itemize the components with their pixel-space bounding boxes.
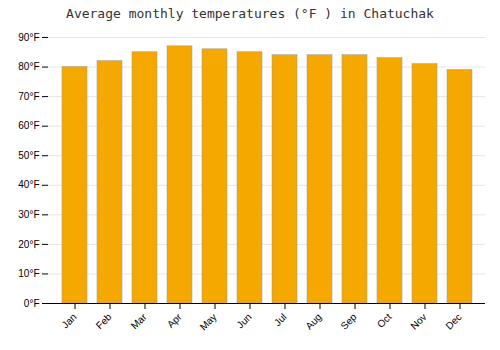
svg-text:Mar: Mar xyxy=(129,311,149,331)
svg-text:50°F: 50°F xyxy=(18,150,39,161)
svg-text:30°F: 30°F xyxy=(18,209,39,220)
svg-text:Jan: Jan xyxy=(59,311,78,330)
svg-text:Sep: Sep xyxy=(338,311,359,332)
svg-text:20°F: 20°F xyxy=(18,239,39,250)
svg-text:May: May xyxy=(198,311,219,332)
svg-text:90°F: 90°F xyxy=(18,32,39,43)
svg-text:40°F: 40°F xyxy=(18,179,39,190)
svg-text:Jun: Jun xyxy=(234,311,253,330)
svg-text:Nov: Nov xyxy=(408,311,428,331)
svg-text:80°F: 80°F xyxy=(18,61,39,72)
svg-text:Dec: Dec xyxy=(443,311,463,331)
html-text:Average monthly temperatures (: Average monthly temperatures (°F ) in Ch… xyxy=(66,6,434,21)
svg-text:60°F: 60°F xyxy=(18,120,39,131)
svg-text:Oct: Oct xyxy=(375,311,394,330)
svg-text:Aug: Aug xyxy=(303,311,323,331)
svg-text:Apr: Apr xyxy=(165,311,184,330)
svg-text:Jul: Jul xyxy=(272,311,289,328)
svg-text:10°F: 10°F xyxy=(18,268,39,279)
svg-text:Feb: Feb xyxy=(94,311,114,331)
svg-text:70°F: 70°F xyxy=(18,91,39,102)
svg-text:0°F: 0°F xyxy=(24,298,40,309)
